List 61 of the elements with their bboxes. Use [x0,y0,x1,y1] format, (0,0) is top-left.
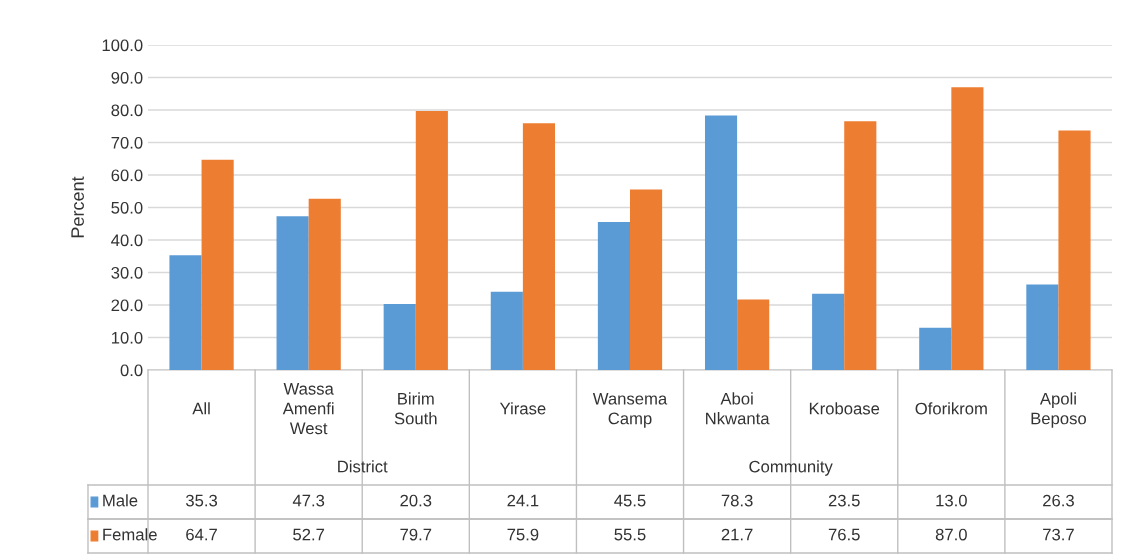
data-label: 73.7 [1043,528,1074,541]
bar [1058,130,1091,370]
y-axis-title: Percent [71,176,84,238]
data-label: 20.3 [400,494,432,507]
data-label: 75.9 [507,528,539,541]
x-tick-label: Wansema Camp [592,392,668,428]
data-label: 21.7 [721,528,753,541]
bar [308,198,341,370]
x-tick-label: Aboi Nkwanta [706,392,770,425]
x-tick-label: Kroboase [809,402,880,415]
x-tick-label: Yirase [499,402,546,415]
data-label: 26.3 [1043,494,1074,507]
y-tick-label: 50.0 [111,201,143,214]
data-label: 47.3 [292,494,325,507]
y-tick-label: 0.0 [120,364,143,377]
text: District [338,460,388,473]
data-label: 78.3 [721,494,753,507]
bar [522,123,556,370]
bar [169,255,202,370]
legend-label: Male [103,494,138,507]
y-tick-label: 40.0 [111,234,143,247]
x-tick-label: Wassa Amenfi West [282,383,334,435]
y-tick-label: 90.0 [111,71,143,84]
data-label: 87.0 [935,528,967,541]
bar [630,189,663,370]
y-tick-label: 10.0 [111,331,143,344]
x-tick-label: Apoli Beposo [1031,392,1087,428]
x-tick-label: Oforikrom [915,402,987,415]
bar [383,304,416,370]
bar [276,216,309,370]
bar [704,115,738,370]
data-label: 13.0 [936,494,967,507]
bar [951,87,984,370]
y-tick-label: 20.0 [111,299,143,312]
data-label: 55.5 [614,528,646,541]
y-tick-label: 80.0 [111,104,143,117]
data-label: 45.5 [614,494,646,507]
x-tick-label: All [192,402,210,415]
data-label: 23.5 [828,494,860,507]
data-label: 79.7 [400,528,432,541]
bar [844,121,877,370]
bar [812,293,845,370]
y-tick-label: 60.0 [111,169,143,182]
bar [1026,284,1059,370]
bar [490,291,523,370]
data-label: 35.3 [185,494,218,507]
bar [201,159,234,370]
data-label: 52.7 [293,528,325,541]
data-label: 24.1 [507,494,539,507]
data-label: 64.7 [186,528,217,541]
y-tick-label: 100.0 [102,39,143,52]
x-tick-label: Birim South [394,392,437,425]
data-label: 76.5 [828,528,860,541]
y-tick-label: 70.0 [111,136,143,149]
text: Community [749,460,833,476]
bar [597,222,630,370]
bar [415,110,448,370]
y-tick-label: 30.0 [111,266,143,279]
bar [737,299,770,370]
bar [919,327,952,370]
legend-label: Female [103,528,157,541]
